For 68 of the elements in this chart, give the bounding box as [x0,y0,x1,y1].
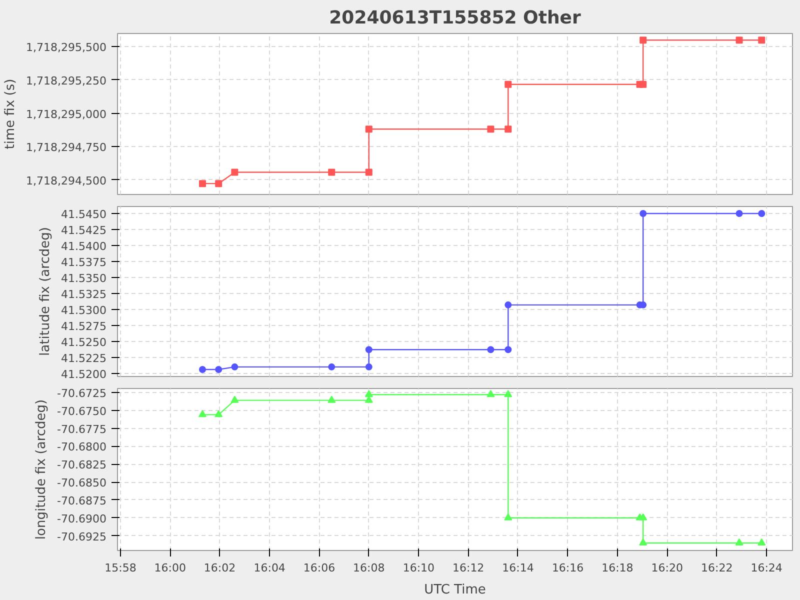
point [639,513,648,520]
y-axis-title: time fix (s) [3,78,18,150]
point [198,366,206,373]
x-tick-label: 16:00 [154,562,186,574]
x-tick-label: 16:20 [651,562,683,574]
y-tick-label: -70.6750 [57,404,107,418]
point [328,363,336,370]
x-axis-title: UTC Time [424,582,486,598]
point [215,366,222,373]
y-tick-label: 1,718,295,000 [26,108,107,121]
y-tick-label: -70.6825 [57,458,107,472]
y-tick-label: -70.6850 [57,476,107,490]
point [504,513,512,520]
x-tick-label: 16:14 [502,562,534,574]
point [486,390,495,398]
point [640,210,647,218]
y-tick-label: -70.6925 [57,530,107,544]
x-tick-label: 16:22 [701,562,733,574]
y-tick-label: 1,718,295,250 [26,74,107,88]
y-tick-label: -70.6900 [57,512,107,526]
x-tick-label: 16:06 [303,562,336,574]
point [364,390,373,398]
point [198,410,206,418]
point [504,346,512,354]
x-tick-label: 16:02 [204,562,236,574]
y-tick-label: 41.5425 [61,224,107,238]
y-tick-label: 41.5400 [61,240,107,253]
x-tick-label: 16:04 [254,562,286,574]
x-tick-label: 15:58 [104,562,136,574]
point [230,396,239,403]
y-tick-label: 41.5300 [61,304,107,317]
point [736,210,743,218]
point [639,538,648,546]
y-tick-label: 41.5200 [61,368,107,381]
x-tick-label: 16:08 [353,562,385,574]
y-tick-label: -70.6725 [57,386,107,400]
point [504,301,512,308]
y-axis-title: longitude fix (arcdeg) [34,399,50,540]
point [758,538,766,546]
x-tick-label: 16:10 [402,562,435,574]
chart-title: 20240613T155852 Other [329,8,581,28]
y-tick-label: -70.6775 [57,422,107,436]
point [487,346,494,354]
point [328,396,336,403]
x-tick-label: 16:18 [602,562,634,574]
point [231,363,238,370]
y-tick-label: 41.5225 [61,352,107,365]
x-tick-label: 16:16 [552,562,584,574]
y-tick-label: -70.6800 [57,440,107,454]
point [758,210,766,218]
y-tick-label: 1,718,294,500 [26,174,107,188]
y-tick-label: 41.5350 [61,272,107,285]
y-tick-label: 41.5275 [61,320,107,333]
y-tick-label: -70.6875 [57,494,107,508]
x-tick-label: 16:12 [452,562,484,574]
y-tick-label: 41.5250 [61,336,107,349]
y-tick-label: 41.5325 [61,288,107,301]
y-tick-label: 41.5450 [61,208,107,222]
point [365,346,372,354]
y-tick-label: 1,718,295,500 [26,41,107,54]
point [214,410,223,418]
x-tick-label: 16:24 [750,562,782,574]
point [365,363,372,370]
y-tick-label: 41.5375 [61,256,107,269]
y-axis-title: latitude fix (arcdeg) [38,227,54,356]
point [504,390,512,398]
point [735,538,744,546]
y-tick-label: 1,718,294,750 [26,141,107,154]
